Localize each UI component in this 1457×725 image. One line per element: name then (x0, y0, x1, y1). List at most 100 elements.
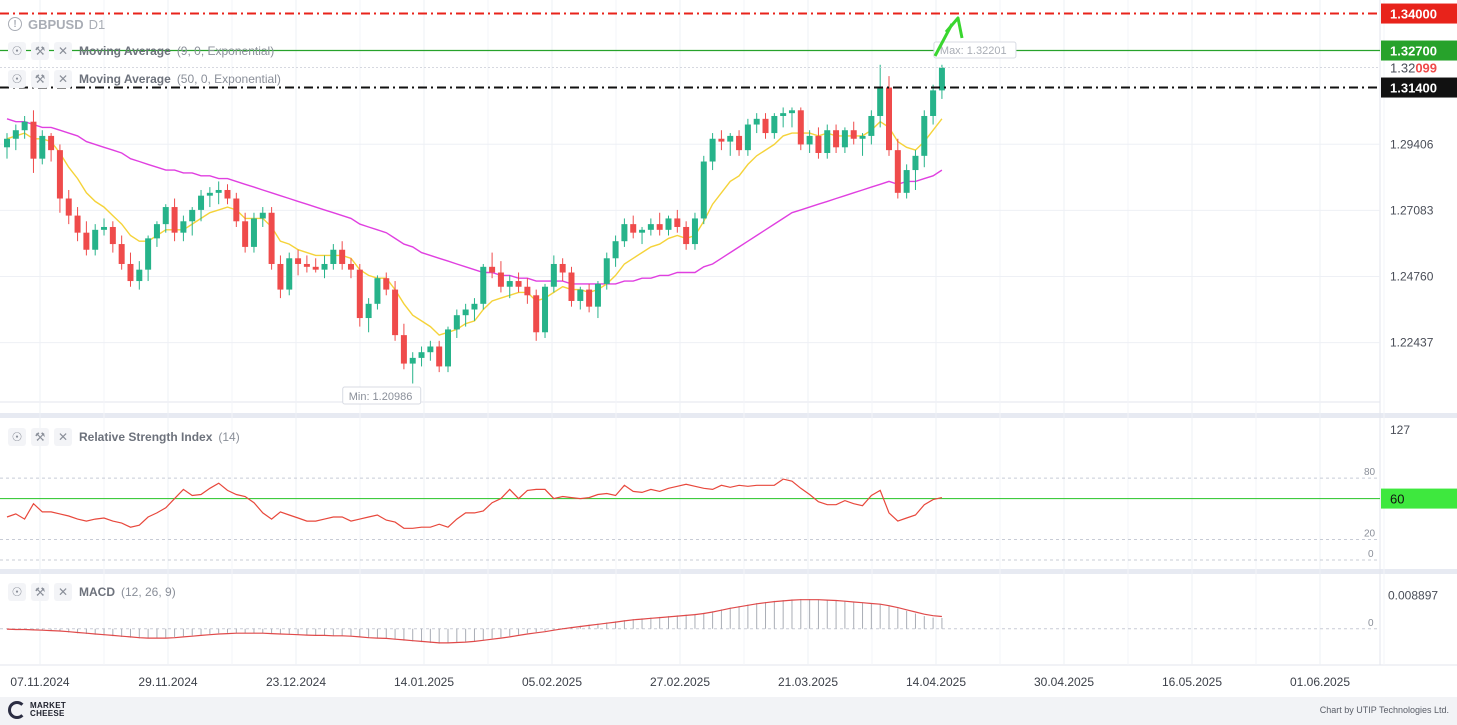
candle-body (277, 263, 284, 290)
candle-body (286, 258, 293, 290)
pane-separator (0, 569, 1457, 574)
candle-body (903, 170, 910, 193)
macd-pane[interactable] (0, 598, 1380, 644)
candle-body (559, 263, 566, 273)
candle-body (594, 283, 601, 307)
candle-body (136, 269, 143, 282)
candle-body (74, 215, 81, 233)
candle-body (630, 224, 637, 233)
indicator-name: Relative Strength Index (79, 430, 213, 444)
brand-logo: MARKET CHEESE (8, 701, 82, 719)
legend-rsi: ☉ ⚒ ✕ Relative Strength Index (14) (8, 427, 240, 447)
candle-body (824, 130, 831, 153)
timeframe-label: D1 (88, 16, 106, 32)
candle-body (374, 278, 381, 304)
time-axis-label: 14.01.2025 (394, 675, 454, 689)
ema50-line (6, 118, 943, 285)
candle-body (639, 229, 646, 233)
close-icon[interactable]: ✕ (54, 70, 72, 88)
candle-body (48, 135, 55, 151)
eye-icon[interactable]: ☉ (8, 42, 26, 60)
eye-icon[interactable]: ☉ (8, 428, 26, 446)
ema9-line (6, 118, 943, 336)
candle-body (198, 195, 205, 210)
candle-body (683, 226, 690, 245)
candle-body (83, 232, 90, 250)
candle-body (797, 110, 804, 145)
rsi-tick-label: 20 (1364, 529, 1376, 540)
legend-ema9: ☉ ⚒ ✕ Moving Average (9, 0, Exponential) (8, 41, 274, 61)
wrench-icon[interactable]: ⚒ (31, 42, 49, 60)
credit-text: Chart by UTIP Technologies Ltd. (1319, 705, 1449, 715)
candle-body (39, 135, 46, 159)
candle-body (894, 150, 901, 193)
close-icon[interactable]: ✕ (54, 583, 72, 601)
indicator-params: (12, 26, 9) (121, 585, 176, 599)
candle-body (736, 135, 743, 151)
candle-body (383, 278, 390, 290)
candle-body (4, 138, 10, 148)
wrench-icon[interactable]: ⚒ (31, 428, 49, 446)
time-axis-label: 07.11.2024 (10, 675, 69, 689)
time-axis-label: 01.06.2025 (1290, 675, 1350, 689)
macd-tick-label: 0.008897 (1388, 589, 1438, 603)
brand-name: MARKET CHEESE (30, 701, 67, 718)
candle-body (886, 87, 892, 151)
candle-body (321, 263, 328, 270)
candle-body (242, 221, 249, 247)
info-icon[interactable]: ! (8, 17, 22, 31)
candle-body (921, 115, 928, 156)
axes: 1.29406 1.27083 1.24760 1.22437 1.34000 1.327… (10, 3, 1457, 689)
wrench-icon[interactable]: ⚒ (31, 583, 49, 601)
rsi-level-tag-bg (1381, 488, 1457, 509)
candle-body (868, 115, 875, 136)
candle-body (480, 266, 487, 304)
price-label-green: 1.32700 (1390, 44, 1437, 59)
candle-body (339, 249, 346, 264)
candle-body (471, 303, 478, 310)
candle-body (162, 207, 169, 225)
time-axis-label: 30.04.2025 (1034, 675, 1094, 689)
price-pane[interactable]: Max: 1.32201 Min: 1.20986 (0, 12, 1380, 405)
legend-ema50: ☉ ⚒ ✕ Moving Average (50, 0, Exponential… (8, 69, 281, 89)
rsi-line (6, 478, 943, 529)
eye-icon[interactable]: ☉ (8, 70, 26, 88)
symbol-header: ! GBPUSD D1 (8, 14, 105, 34)
price-tick-label: 1.27083 (1390, 203, 1434, 217)
time-axis-label: 05.02.2025 (522, 675, 582, 689)
candle-body (542, 286, 549, 333)
price-tick-label: 1.29406 (1390, 137, 1434, 151)
candle-body (515, 281, 522, 287)
candle-body (409, 357, 416, 364)
time-axis-label: 23.12.2024 (266, 675, 326, 689)
wrench-icon[interactable]: ⚒ (31, 70, 49, 88)
rsi-pane[interactable] (0, 477, 1380, 561)
candle-body (365, 303, 372, 319)
min-annotation: Min: 1.20986 (349, 391, 413, 403)
price-label-current: 1.32099 (1390, 61, 1437, 76)
candle-body (109, 226, 116, 245)
candle-body (762, 118, 769, 134)
candle-body (153, 224, 160, 239)
candle-body (215, 189, 222, 193)
candle-body (56, 150, 63, 199)
candle-body (312, 266, 319, 270)
eye-icon[interactable]: ☉ (8, 583, 26, 601)
candle-body (180, 221, 187, 233)
close-icon[interactable]: ✕ (54, 42, 72, 60)
candle-body (506, 281, 513, 287)
indicator-params: (14) (218, 430, 240, 444)
candle-body (612, 241, 619, 259)
candle-body (189, 209, 196, 222)
candle-body (295, 258, 302, 264)
candle-body (912, 155, 919, 171)
close-icon[interactable]: ✕ (54, 428, 72, 446)
price-tick-label: 1.24760 (1390, 269, 1434, 283)
candle-body (603, 258, 610, 284)
indicator-params: (9, 0, Exponential) (176, 44, 275, 58)
candle-body (665, 218, 672, 230)
candle-body (833, 130, 840, 148)
indicator-name: Moving Average (79, 44, 171, 58)
rsi-tick-label: 80 (1364, 467, 1376, 478)
